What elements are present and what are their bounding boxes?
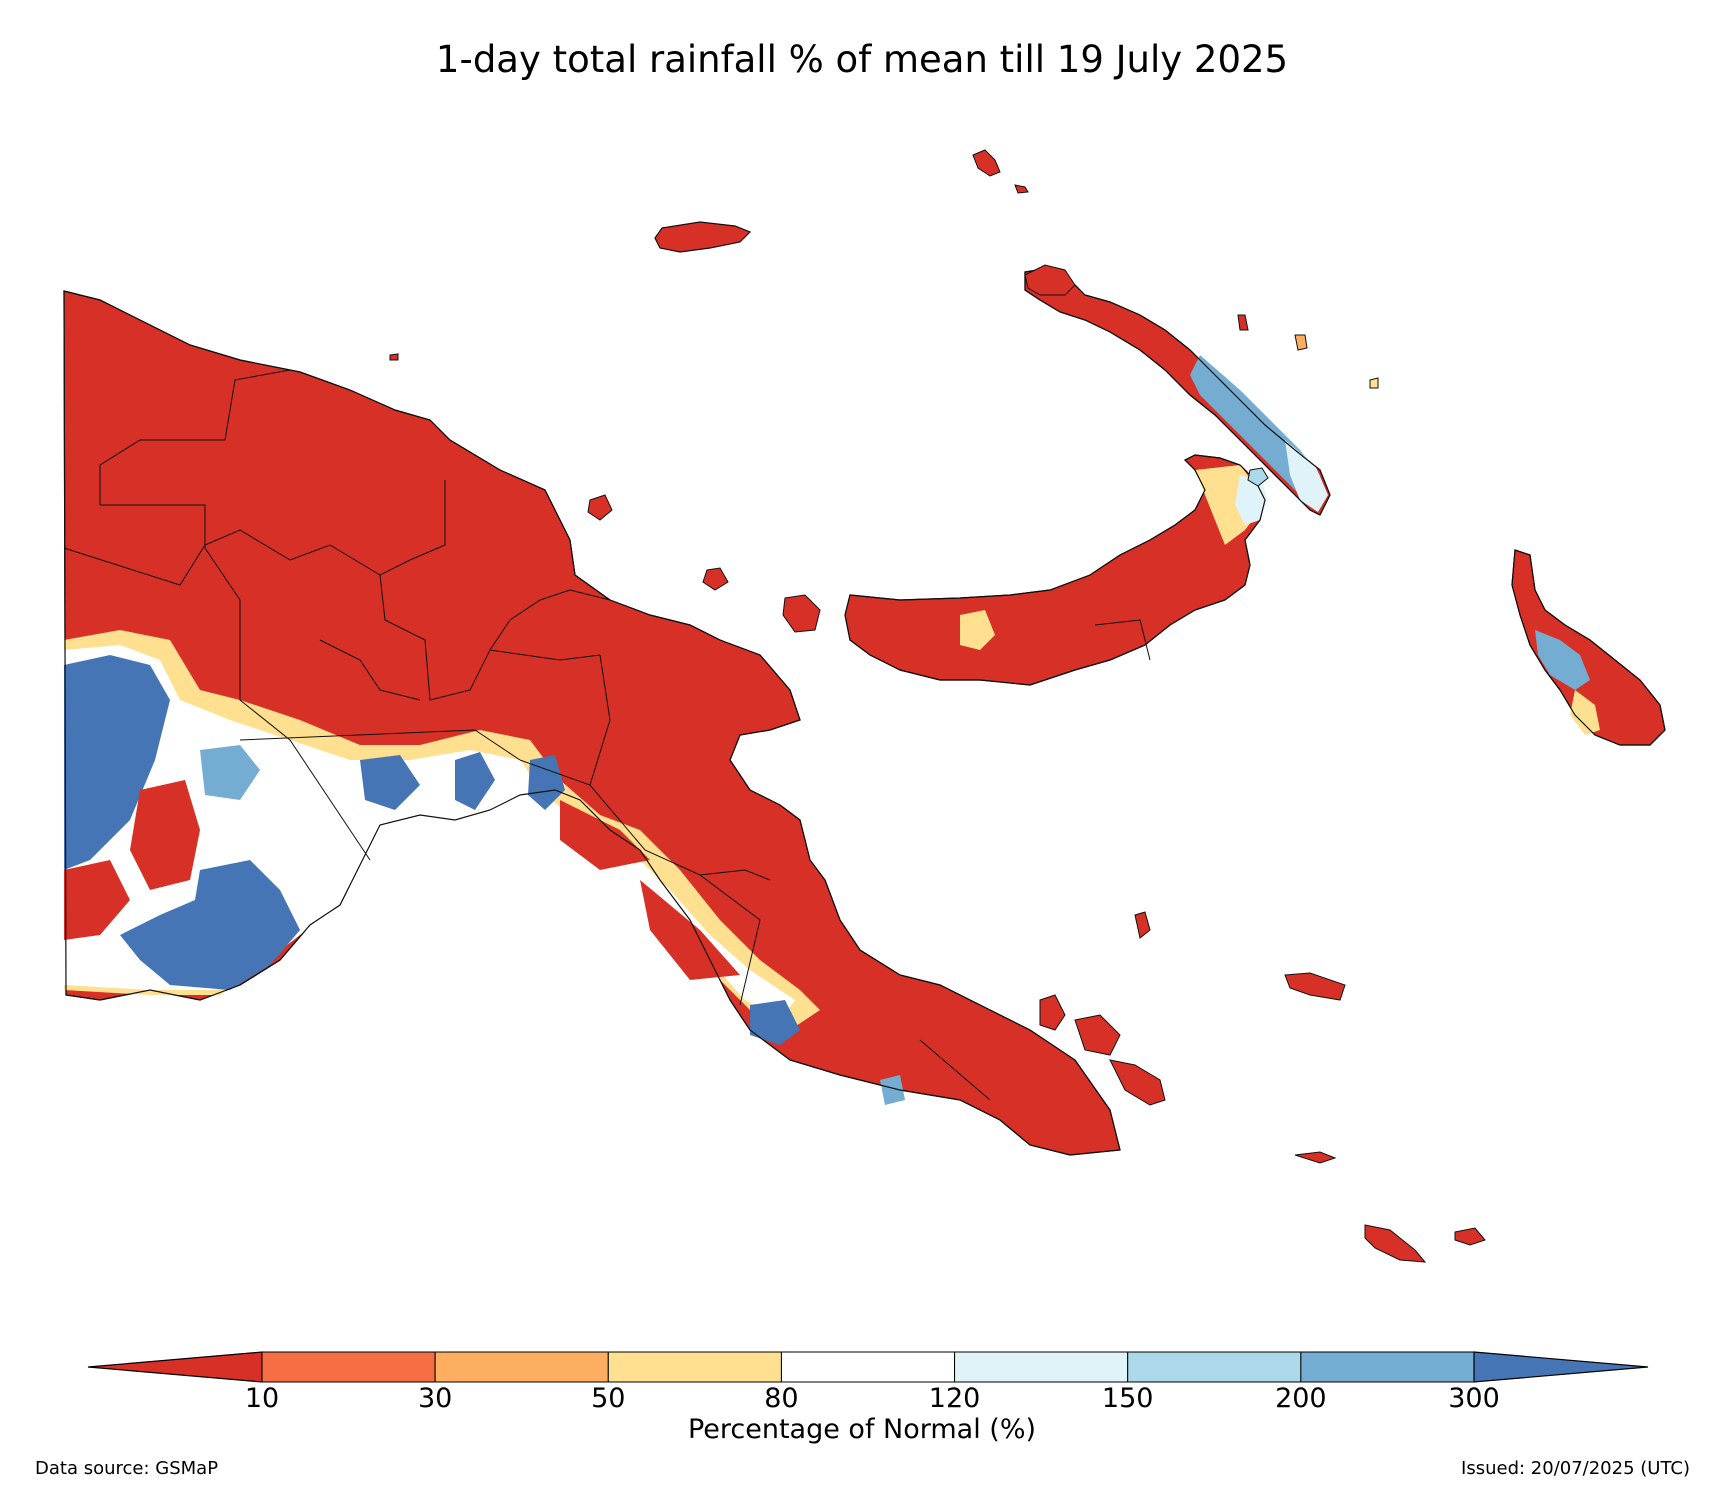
- small-islands: [389, 149, 1486, 1263]
- wet-region-blue-east: [455, 752, 495, 810]
- colorbar-tick-label: 150: [1101, 1383, 1154, 1414]
- red-pocket-2: [64, 860, 130, 940]
- nb-boundary: [1094, 619, 1151, 661]
- issued-date: Issued: 20/07/2025 (UTC): [1461, 1458, 1690, 1479]
- colorbar-segment: [261, 1351, 436, 1383]
- mussau-island: [972, 149, 1001, 177]
- colorbar-segment: [954, 1351, 1129, 1383]
- colorbar-tick-label: 120: [928, 1383, 981, 1414]
- colorbar-tick-label: 30: [417, 1383, 453, 1414]
- rainfall-map: [63, 149, 1666, 1263]
- misima-island: [1294, 1151, 1337, 1164]
- wuvulu-island: [389, 353, 399, 361]
- woodlark-island: [1284, 972, 1346, 1001]
- colorbar-extend-high: [1473, 1351, 1649, 1383]
- wet-region-blue-mid: [200, 745, 260, 800]
- province-boundaries: [63, 369, 991, 1101]
- wet-region-blue-moresby: [880, 1075, 905, 1105]
- mainland-outline: [63, 290, 1121, 1156]
- colorbar-tick-label: 80: [764, 1383, 799, 1414]
- colorbar-label: Percentage of Normal (%): [687, 1414, 1037, 1445]
- emirau-island: [1014, 184, 1029, 194]
- new-hanover: [1024, 264, 1076, 296]
- goodenough-island: [1039, 994, 1066, 1031]
- colorbar-tick-label: 50: [591, 1383, 626, 1414]
- wet-region-blue: [64, 655, 170, 870]
- normanby-island: [1109, 1059, 1166, 1106]
- gazelle-light: [1235, 475, 1268, 525]
- tagula-island: [1364, 1224, 1427, 1263]
- red-pocket-3: [560, 800, 650, 870]
- new-ireland-light: [1285, 440, 1328, 512]
- rossel-island: [1454, 1227, 1486, 1246]
- red-pocket-4: [640, 880, 740, 980]
- colorbar-segment: [607, 1351, 782, 1383]
- manus-island: [654, 221, 752, 253]
- colorbar-segment: [780, 1351, 956, 1383]
- colorbar-tick-label: 10: [244, 1383, 280, 1414]
- long-island: [702, 567, 729, 591]
- tabar-island: [1237, 314, 1249, 331]
- nb-spot: [960, 610, 995, 650]
- colorbar-segments: [87, 1351, 1649, 1383]
- wet-region-blue-gulf: [750, 1000, 800, 1045]
- data-source: Data source: GSMaP: [35, 1458, 219, 1479]
- new-britain: [844, 454, 1268, 686]
- umboi-island: [782, 594, 821, 633]
- fergusson-island: [1074, 1014, 1121, 1056]
- map-title: 1-day total rainfall % of mean till 19 J…: [435, 38, 1289, 81]
- mainland: [63, 290, 1121, 1156]
- feni-island: [1369, 377, 1379, 389]
- colorbar-extend-low: [87, 1351, 263, 1383]
- colorbar-segment: [434, 1351, 609, 1383]
- trobriand-island: [1134, 911, 1151, 939]
- red-pocket-1: [130, 780, 200, 890]
- new-ireland: [1024, 267, 1331, 516]
- bougainville-light: [1570, 690, 1600, 735]
- wet-region-blue-south: [120, 860, 300, 990]
- colorbar-tick-label: 300: [1448, 1383, 1500, 1414]
- colorbar-tick-label: 200: [1275, 1383, 1327, 1414]
- bougainville-outline: [1511, 549, 1666, 746]
- bougainville-wet: [1535, 630, 1590, 690]
- karkar-island: [587, 494, 613, 521]
- duke-of-york-wet: [1247, 467, 1269, 487]
- new-britain-outline: [844, 454, 1266, 686]
- bougainville: [1511, 549, 1666, 746]
- lihir-island: [1294, 334, 1308, 351]
- new-ireland-outline: [1024, 267, 1331, 516]
- colorbar-segment: [1127, 1351, 1302, 1383]
- wet-region-blue-fly: [360, 755, 420, 810]
- colorbar-segment: [1300, 1351, 1475, 1383]
- wet-region-blue-east2: [528, 755, 565, 810]
